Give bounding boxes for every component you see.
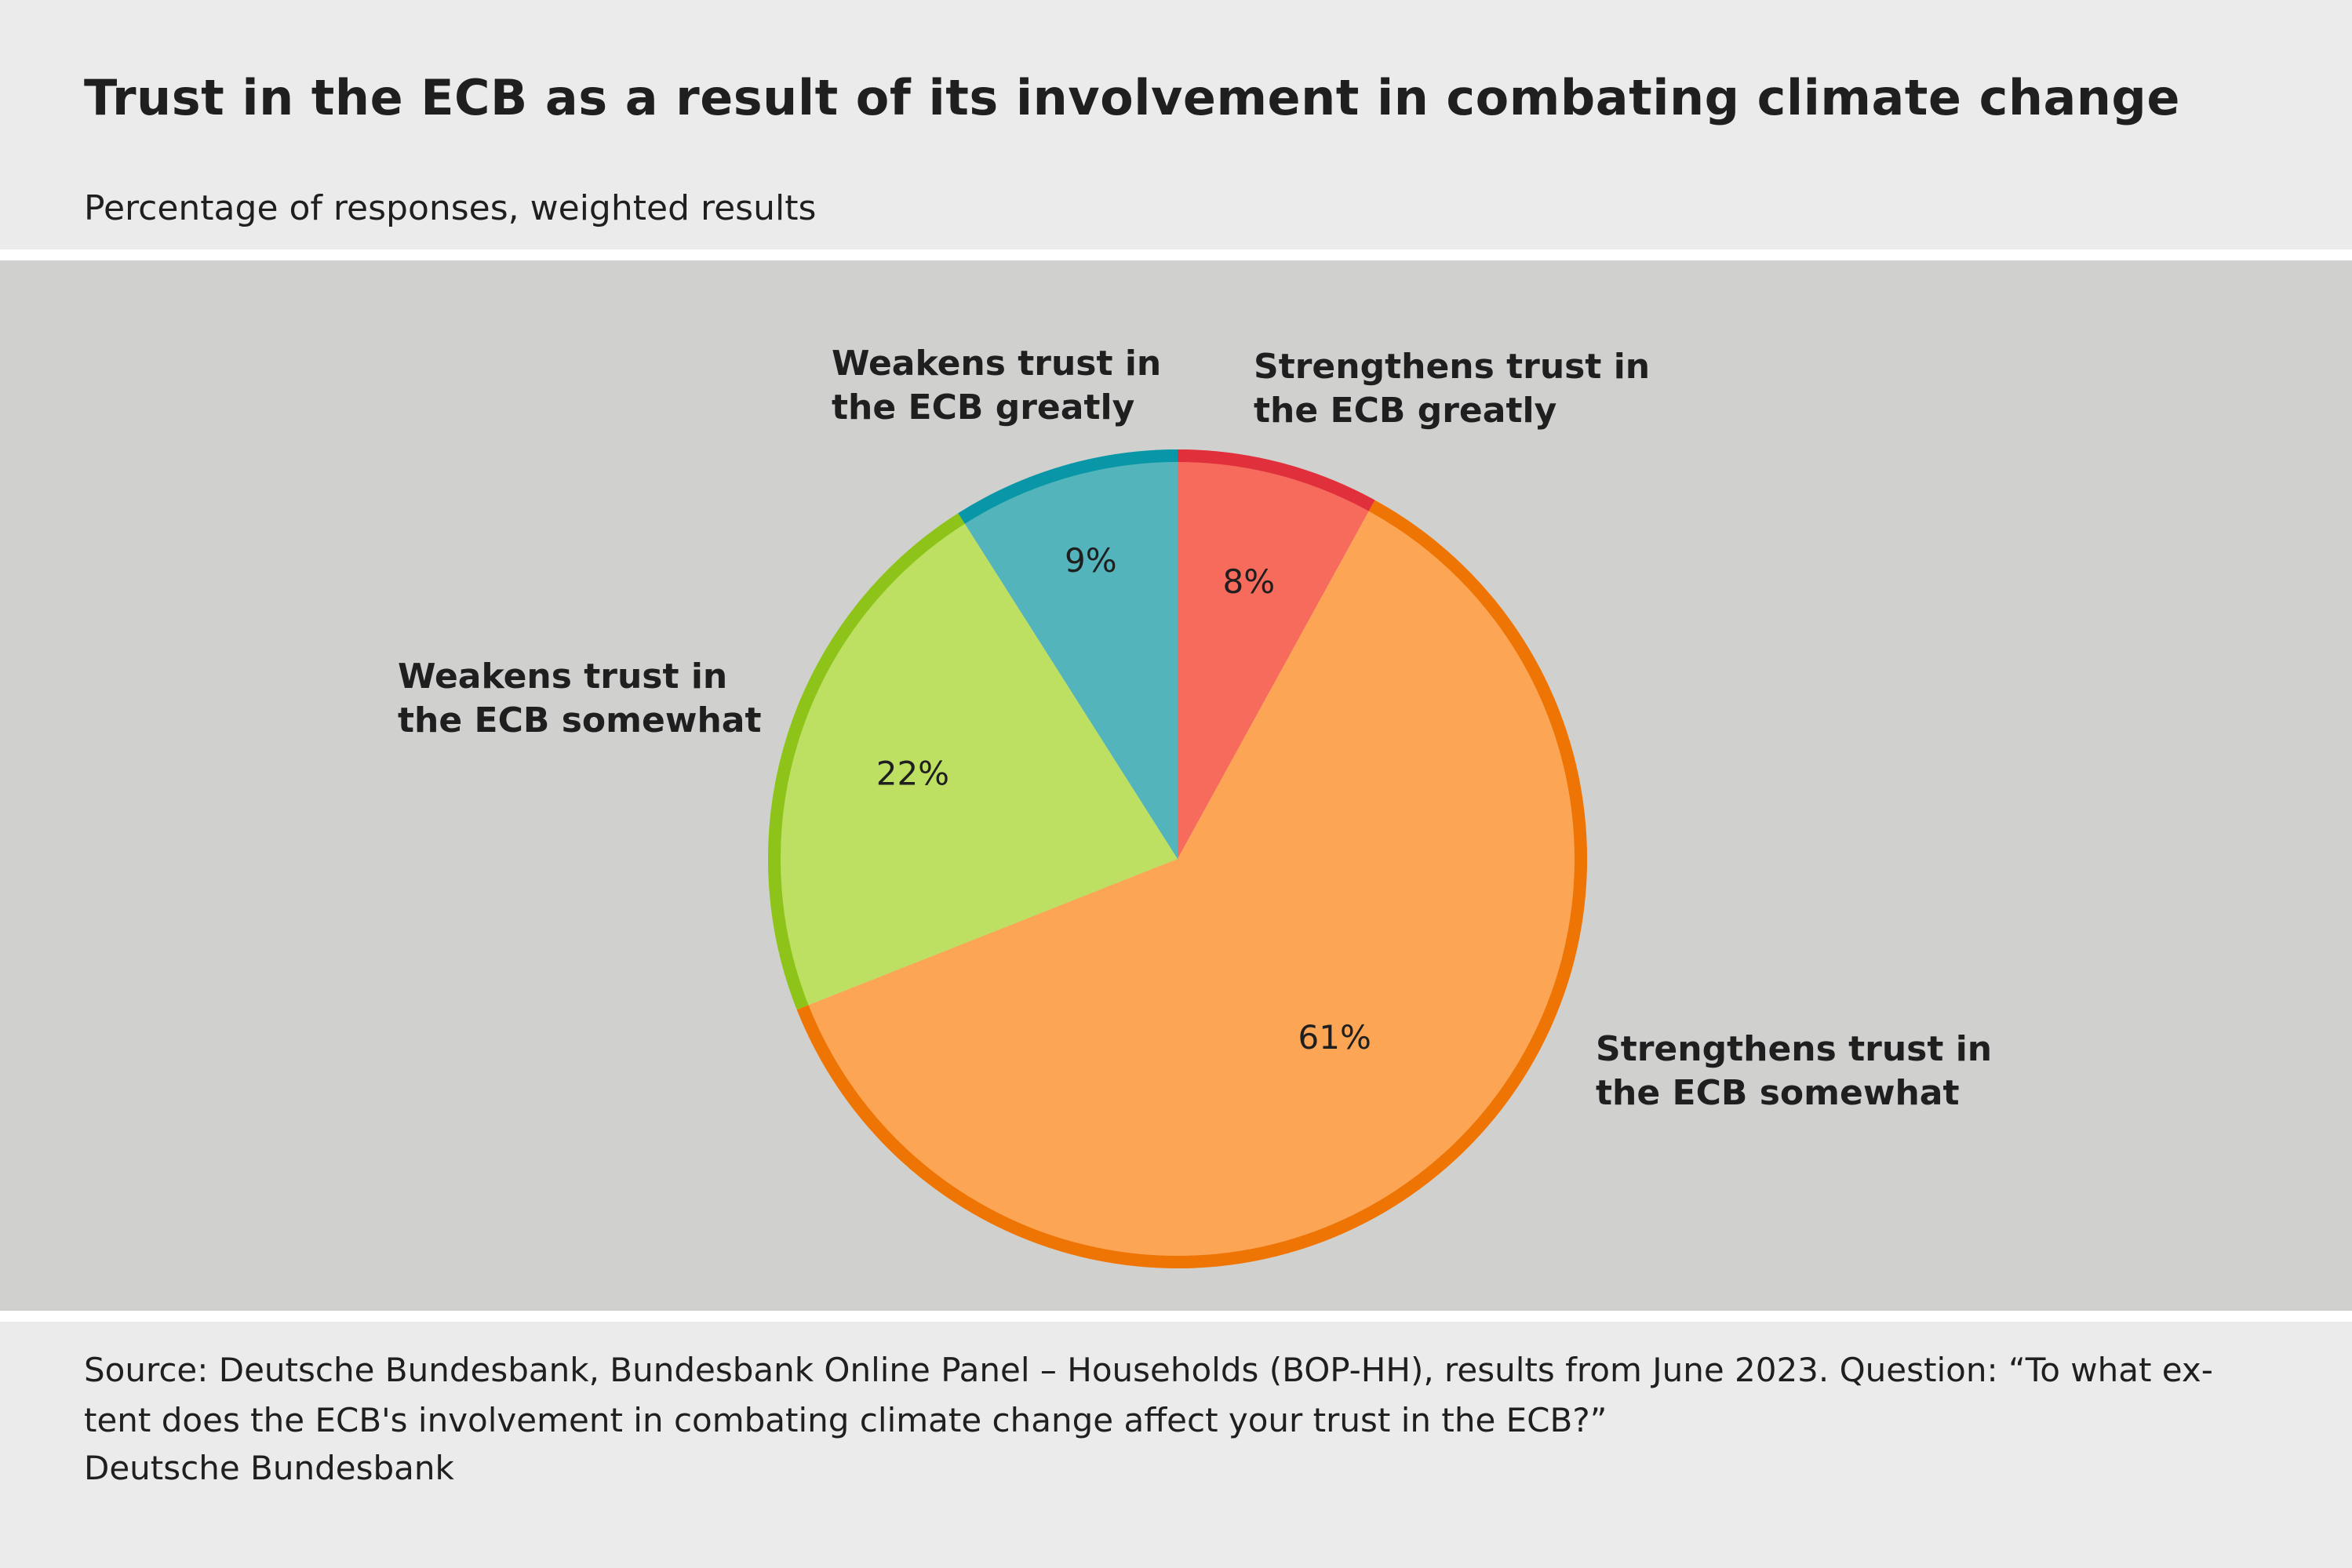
- slice-value-label: 8%: [1223, 562, 1276, 601]
- slice-value-label: 9%: [1065, 541, 1117, 580]
- source-note: Source: Deutsche Bundesbank, Bundesbank …: [84, 1345, 2281, 1446]
- slice-category-label-line: Weakens trust in: [832, 344, 1161, 384]
- chart-subtitle: Percentage of responses, weighted result…: [84, 188, 817, 228]
- pie-slice: [796, 500, 1588, 1268]
- pie-slice-edge: [1177, 449, 1375, 511]
- pie-slice-edge: [796, 500, 1587, 1268]
- publisher-name: Deutsche Bundesbank: [84, 1449, 454, 1487]
- slice-category-label-line: the ECB somewhat: [398, 700, 762, 740]
- pie-slice: [768, 513, 1178, 1010]
- pie-slice: [1178, 449, 1375, 859]
- slice-value-label: 61%: [1298, 1018, 1371, 1057]
- slice-category-label-line: the ECB somewhat: [1596, 1073, 1960, 1113]
- source-line-1: Source: Deutsche Bundesbank, Bundesbank …: [84, 1351, 2213, 1389]
- slice-category-label: Strengthens trust in the ECB greatly: [1254, 347, 1650, 431]
- slice-value-label: 22%: [876, 754, 949, 792]
- slice-category-label: Strengthens trust in the ECB somewhat: [1596, 1029, 1992, 1113]
- divider-bottom: [0, 1311, 2352, 1322]
- slice-category-label-line: the ECB greatly: [832, 387, 1134, 427]
- slice-category-label-line: Strengthens trust in: [1596, 1029, 1992, 1069]
- slice-category-label-line: the ECB greatly: [1254, 391, 1556, 431]
- slice-category-label: Weakens trust in the ECB greatly: [832, 344, 1161, 427]
- pie-slice: [958, 449, 1178, 859]
- slice-category-label: Weakens trust in the ECB somewhat: [398, 657, 762, 740]
- pie-slice-edge: [768, 513, 965, 1010]
- divider-top: [0, 249, 2352, 260]
- slice-category-label-line: Strengthens trust in: [1254, 347, 1650, 387]
- chart-header: Trust in the ECB as a result of its invo…: [0, 0, 2352, 249]
- chart-title: Trust in the ECB as a result of its invo…: [84, 69, 2180, 126]
- pie-slice-edge: [958, 449, 1178, 524]
- source-line-2: tent does the ECB's involvement in comba…: [84, 1401, 1607, 1439]
- pie-chart: 8%Strengthens trust in the ECB greatly61%…: [398, 344, 1992, 1268]
- chart-footer: Source: Deutsche Bundesbank, Bundesbank …: [0, 1322, 2352, 1568]
- slice-category-label-line: Weakens trust in: [398, 657, 727, 697]
- plot-area: 8% Strengthens trust in the ECB greatly 61%…: [0, 260, 2352, 1311]
